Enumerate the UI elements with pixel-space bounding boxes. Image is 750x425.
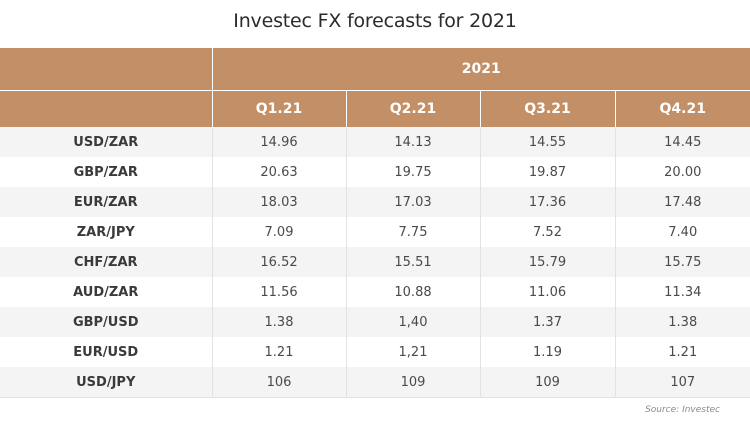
currency-pair-label: EUR/ZAR <box>0 187 212 217</box>
header-corner-cell <box>0 48 212 91</box>
forecast-value-cell: 1,21 <box>345 337 480 367</box>
table-row: EUR/USD 1.21 1,21 1.19 1.21 <box>0 337 750 367</box>
currency-pair-label: EUR/USD <box>0 337 212 367</box>
table-row: AUD/ZAR 11.56 10.88 11.06 11.34 <box>0 277 750 307</box>
forecast-value-cell: 14.45 <box>614 127 750 157</box>
currency-pair-label: USD/JPY <box>0 367 212 398</box>
forecast-value-cell: 109 <box>345 367 480 398</box>
forecast-value-cell: 1.38 <box>211 307 346 337</box>
forecast-value-cell: 1.38 <box>614 307 750 337</box>
table-row: GBP/USD 1.38 1,40 1.37 1.38 <box>0 307 750 337</box>
fx-forecast-table: 2021 Q1.21 Q2.21 Q3.21 Q4.21 USD/ZAR 14.9… <box>0 48 750 398</box>
forecast-value-cell: 15.51 <box>345 247 480 277</box>
table-row: USD/JPY 106 109 109 107 <box>0 367 750 398</box>
forecast-value-cell: 109 <box>479 367 615 398</box>
forecast-value-cell: 11.34 <box>614 277 750 307</box>
forecast-value-cell: 11.56 <box>211 277 346 307</box>
table-row: CHF/ZAR 16.52 15.51 15.79 15.75 <box>0 247 750 277</box>
forecast-value-cell: 1.37 <box>479 307 615 337</box>
currency-pair-label: ZAR/JPY <box>0 217 212 247</box>
forecast-value-cell: 7.40 <box>614 217 750 247</box>
forecast-value-cell: 1.21 <box>614 337 750 367</box>
forecast-value-cell: 7.52 <box>479 217 615 247</box>
table-row: USD/ZAR 14.96 14.13 14.55 14.45 <box>0 127 750 157</box>
column-header-q3: Q3.21 <box>479 90 615 127</box>
forecast-value-cell: 19.87 <box>479 157 615 187</box>
header-row-quarters: Q1.21 Q2.21 Q3.21 Q4.21 <box>0 90 750 127</box>
table-row: ZAR/JPY 7.09 7.75 7.52 7.40 <box>0 217 750 247</box>
forecast-value-cell: 15.75 <box>614 247 750 277</box>
table-row: EUR/ZAR 18.03 17.03 17.36 17.48 <box>0 187 750 217</box>
currency-pair-label: CHF/ZAR <box>0 247 212 277</box>
forecast-value-cell: 1.21 <box>211 337 346 367</box>
column-header-q4: Q4.21 <box>614 90 750 127</box>
forecast-value-cell: 7.09 <box>211 217 346 247</box>
forecast-value-cell: 15.79 <box>479 247 615 277</box>
column-header-q1: Q1.21 <box>211 90 346 127</box>
header-row-year: 2021 <box>0 48 750 91</box>
forecast-value-cell: 106 <box>211 367 346 398</box>
currency-pair-label: USD/ZAR <box>0 127 212 157</box>
chart-title: Investec FX forecasts for 2021 <box>233 10 517 32</box>
forecast-value-cell: 20.63 <box>211 157 346 187</box>
forecast-value-cell: 16.52 <box>211 247 346 277</box>
forecast-value-cell: 18.03 <box>211 187 346 217</box>
forecast-value-cell: 1,40 <box>345 307 480 337</box>
forecast-value-cell: 11.06 <box>479 277 615 307</box>
forecast-value-cell: 1.19 <box>479 337 615 367</box>
forecast-value-cell: 17.48 <box>614 187 750 217</box>
forecast-value-cell: 19.75 <box>345 157 480 187</box>
forecast-value-cell: 7.75 <box>345 217 480 247</box>
forecast-value-cell: 14.96 <box>211 127 346 157</box>
table-row: GBP/ZAR 20.63 19.75 19.87 20.00 <box>0 157 750 187</box>
forecast-value-cell: 10.88 <box>345 277 480 307</box>
currency-pair-label: AUD/ZAR <box>0 277 212 307</box>
forecast-value-cell: 17.36 <box>479 187 615 217</box>
source-note: Source: Investec <box>645 405 720 415</box>
table-body: USD/ZAR 14.96 14.13 14.55 14.45 GBP/ZAR 20.63 1… <box>0 127 750 398</box>
forecast-value-cell: 20.00 <box>614 157 750 187</box>
column-header-q2: Q2.21 <box>345 90 480 127</box>
forecast-value-cell: 17.03 <box>345 187 480 217</box>
year-group-header: 2021 <box>211 48 750 91</box>
currency-pair-label: GBP/ZAR <box>0 157 212 187</box>
forecast-value-cell: 14.55 <box>479 127 615 157</box>
header-corner-cell <box>0 90 212 127</box>
forecast-value-cell: 107 <box>614 367 750 398</box>
currency-pair-label: GBP/USD <box>0 307 212 337</box>
forecast-value-cell: 14.13 <box>345 127 480 157</box>
